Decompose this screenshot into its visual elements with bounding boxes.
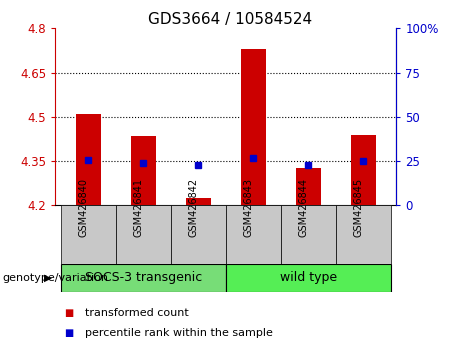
Text: GSM426845: GSM426845 — [354, 178, 363, 237]
Bar — [296, 169, 321, 205]
Bar — [241, 49, 266, 205]
Text: ■: ■ — [65, 308, 74, 318]
Bar — [336, 205, 391, 264]
Bar — [61, 264, 226, 292]
Bar — [186, 198, 211, 205]
Bar — [61, 205, 116, 264]
Text: SOCS-3 transgenic: SOCS-3 transgenic — [85, 272, 202, 284]
Text: GSM426840: GSM426840 — [78, 178, 89, 237]
Text: percentile rank within the sample: percentile rank within the sample — [85, 328, 273, 338]
Text: GSM426841: GSM426841 — [133, 178, 143, 237]
Text: GSM426842: GSM426842 — [189, 178, 198, 237]
Bar — [281, 205, 336, 264]
Text: ■: ■ — [65, 328, 74, 338]
Bar — [351, 135, 376, 205]
Bar — [226, 264, 391, 292]
Text: wild type: wild type — [280, 272, 337, 284]
Text: transformed count: transformed count — [85, 308, 189, 318]
Text: GSM426844: GSM426844 — [298, 178, 308, 237]
Bar — [76, 114, 100, 205]
Bar — [226, 205, 281, 264]
Text: GSM426843: GSM426843 — [243, 178, 254, 237]
Text: ▶: ▶ — [44, 273, 52, 283]
Bar — [116, 205, 171, 264]
Text: GDS3664 / 10584524: GDS3664 / 10584524 — [148, 12, 313, 27]
Bar — [171, 205, 226, 264]
Bar — [131, 136, 156, 205]
Text: genotype/variation: genotype/variation — [2, 273, 108, 283]
